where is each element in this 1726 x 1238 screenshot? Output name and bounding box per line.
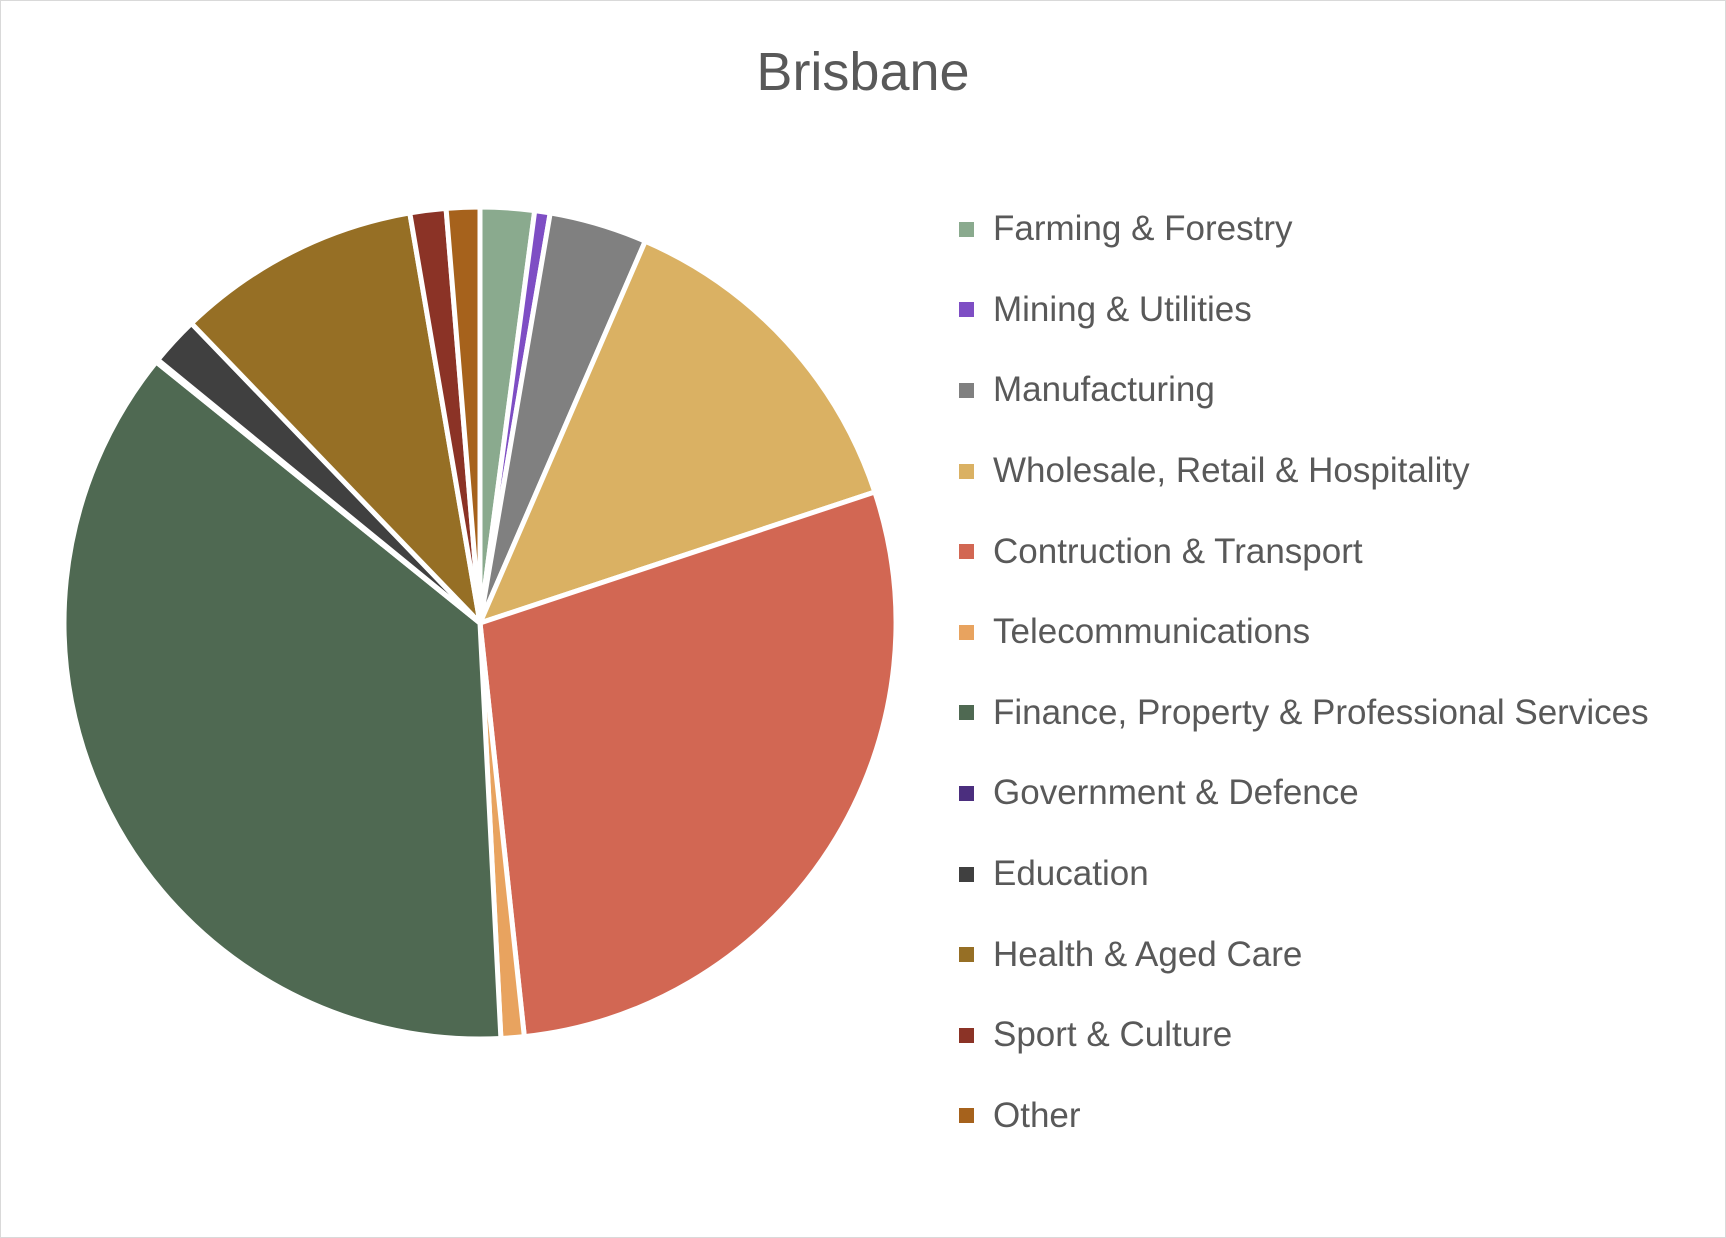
legend-label: Finance, Property & Professional Service… — [993, 692, 1649, 732]
legend-label: Mining & Utilities — [993, 289, 1252, 329]
chart-title: Brisbane — [756, 42, 970, 102]
legend-label: Wholesale, Retail & Hospitality — [993, 451, 1470, 491]
legend-label: Farming & Forestry — [993, 209, 1293, 249]
legend-item: Education — [959, 834, 1649, 915]
pie-slice-wholesale-retail-hospitality — [477, 238, 878, 626]
legend-item: Telecommunications — [959, 592, 1649, 673]
legend-swatch — [959, 624, 974, 640]
legend-label: Health & Aged Care — [993, 934, 1303, 974]
legend-item: Health & Aged Care — [959, 914, 1649, 995]
legend-item: Wholesale, Retail & Hospitality — [959, 431, 1649, 512]
legend-swatch — [959, 1027, 974, 1043]
legend-swatch — [959, 544, 974, 560]
legend-item: Finance, Property & Professional Service… — [959, 673, 1649, 754]
legend-label: Telecommunications — [993, 612, 1311, 652]
pie-slice-other — [443, 204, 483, 626]
legend-item: Sport & Culture — [959, 995, 1649, 1076]
legend-swatch — [959, 382, 974, 398]
legend-item: Government & Defence — [959, 753, 1649, 834]
legend-swatch — [959, 866, 974, 882]
pie-slice-finance-property-professional-services — [61, 359, 504, 1042]
legend-item: Farming & Forestry — [959, 189, 1649, 270]
legend-swatch — [959, 302, 974, 318]
pie-slice-health-aged-care — [188, 210, 483, 626]
legend-swatch — [959, 221, 974, 237]
legend: Farming & Forestry Mining & Utilities Manu… — [959, 189, 1649, 1156]
legend-label: Manufacturing — [993, 370, 1215, 410]
legend-swatch — [959, 1108, 974, 1124]
legend-label: Government & Defence — [993, 773, 1359, 813]
legend-item: Mining & Utilities — [959, 270, 1649, 351]
legend-label: Education — [993, 854, 1149, 894]
legend-label: Contruction & Transport — [993, 531, 1363, 571]
legend-swatch — [959, 463, 974, 479]
legend-item: Other — [959, 1076, 1649, 1157]
legend-item: Contruction & Transport — [959, 511, 1649, 592]
legend-label: Sport & Culture — [993, 1015, 1233, 1055]
legend-swatch — [959, 785, 974, 801]
legend-swatch — [959, 705, 974, 721]
legend-item: Manufacturing — [959, 350, 1649, 431]
legend-label: Other — [993, 1095, 1081, 1135]
legend-swatch — [959, 947, 974, 963]
pie-slice-contruction-transport — [477, 489, 899, 1040]
